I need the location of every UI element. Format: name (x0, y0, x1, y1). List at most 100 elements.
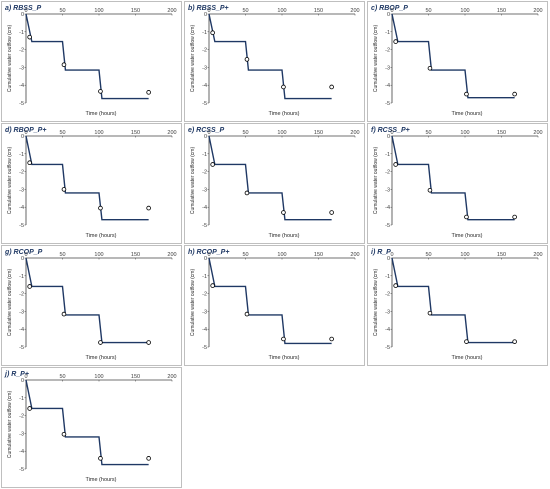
x-tick-label: 0 (24, 252, 27, 258)
observed-point (61, 311, 67, 317)
x-tick-label: 200 (167, 8, 176, 14)
chart-svg: d) RBOP_P+0 50 100 150 200 0 -1 -2 -3 -4 -5 Cumulat… (5, 127, 177, 239)
y-tick-label: -1 (385, 274, 390, 280)
chart-svg: b) RBSS_P+0 50 100 150 200 0 -1 -2 -3 -4 -5 Cumulat… (188, 5, 360, 117)
observed-point (27, 406, 32, 411)
observed-point (210, 283, 215, 288)
y-tick-label: 0 (21, 12, 24, 18)
y-tick-label: -4 (202, 327, 207, 333)
y-axis-label: Cumulative water outflow (cm) (7, 147, 13, 215)
y-tick-label: -5 (19, 467, 24, 473)
x-axis-label: Time (hours) (86, 233, 117, 239)
y-tick-label: -4 (385, 83, 390, 89)
y-tick-label: -2 (19, 170, 24, 176)
model-line (25, 135, 149, 221)
chart-title: a) RBSS_P (5, 5, 42, 12)
y-tick-label: -1 (385, 152, 390, 158)
y-axis-label: Cumulative water outflow (cm) (7, 269, 13, 337)
x-tick-label: 0 (390, 130, 393, 136)
y-axis-label: Cumulative water outflow (cm) (190, 269, 196, 337)
x-tick-label: 200 (533, 252, 542, 258)
x-tick-label: 200 (167, 130, 176, 136)
y-tick-label: -2 (19, 292, 24, 298)
y-tick-label: -3 (385, 187, 390, 193)
x-tick-label: 0 (24, 374, 27, 380)
x-tick-label: 200 (350, 8, 359, 14)
y-tick-label: -4 (385, 327, 390, 333)
x-tick-label: 100 (94, 252, 103, 258)
x-tick-label: 50 (425, 130, 431, 136)
x-tick-label: 100 (277, 252, 286, 258)
observed-point (244, 57, 250, 62)
x-tick-label: 50 (242, 130, 248, 136)
x-tick-label: 50 (425, 252, 431, 258)
x-axis-label: Time (hours) (452, 233, 483, 239)
observed-point (329, 336, 334, 342)
model-line (391, 13, 515, 99)
model-line (208, 257, 332, 345)
observed-point (146, 340, 151, 345)
model-line (25, 379, 149, 466)
y-tick-label: -5 (19, 345, 24, 351)
observed-point (98, 205, 103, 211)
y-tick-label: -5 (385, 223, 390, 229)
x-tick-label: 50 (242, 8, 248, 14)
observed-point (98, 456, 103, 461)
y-tick-label: -1 (19, 274, 24, 280)
y-tick-label: -4 (385, 205, 390, 211)
observed-point (393, 162, 398, 167)
x-tick-label: 100 (277, 130, 286, 136)
observed-point (512, 214, 517, 220)
chart-panel-e: e) RCSS_P 0 50 100 150 200 0 -1 -2 -3 -4 -5 Cumulati… (184, 123, 365, 244)
x-tick-label: 100 (94, 130, 103, 136)
y-tick-label: 0 (21, 378, 24, 384)
chart-svg: e) RCSS_P0 50 100 150 200 0 -1 -2 -3 -4 -5 Cumulati… (188, 127, 360, 239)
x-tick-label: 150 (131, 8, 140, 14)
observed-point (210, 162, 215, 167)
y-tick-label: -1 (19, 152, 24, 158)
y-tick-label: -2 (385, 170, 390, 176)
chart-svg: g) RCOP_P0 50 100 150 200 0 -1 -2 -3 -4 -5 Cumulati… (4, 249, 177, 361)
chart-title: f) RCSS_P+ (371, 127, 410, 134)
x-axis-label: Time (hours) (269, 111, 300, 117)
x-tick-label: 200 (350, 252, 359, 258)
x-tick-label: 100 (460, 252, 469, 258)
y-axis-label: Cumulative water outflow (cm) (373, 147, 379, 215)
x-tick-label: 150 (131, 130, 140, 136)
observed-point (464, 339, 469, 344)
x-axis-label: Time (hours) (452, 355, 483, 361)
x-tick-label: 0 (390, 8, 393, 14)
chart-title: b) RBSS_P+ (188, 5, 229, 12)
x-tick-label: 50 (59, 130, 65, 136)
observed-point (427, 65, 433, 71)
observed-point (210, 30, 215, 35)
observed-point (281, 84, 286, 90)
chart-title: g) RCOP_P (4, 249, 43, 256)
observed-point (464, 91, 469, 97)
x-tick-label: 150 (314, 130, 323, 136)
x-tick-label: 150 (497, 252, 506, 258)
y-tick-label: -3 (19, 65, 24, 71)
y-axis-label: Cumulative water outflow (cm) (7, 391, 13, 459)
y-tick-label: -5 (19, 101, 24, 107)
x-tick-label: 50 (59, 374, 65, 380)
y-tick-label: -1 (202, 152, 207, 158)
y-tick-label: -2 (19, 48, 24, 54)
observed-point (464, 214, 469, 220)
y-tick-label: -4 (202, 83, 207, 89)
y-tick-label: -2 (385, 48, 390, 54)
x-tick-label: 0 (24, 8, 27, 14)
y-tick-label: -1 (385, 30, 390, 36)
chart-panel-j: j) R_P+ 0 50 100 150 200 0 -1 -2 -3 -4 -5 Cumulative… (1, 367, 182, 488)
chart-panel-a: a) RBSS_P 0 50 100 150 200 0 -1 -2 -3 -4 -5 Cumulati… (1, 1, 182, 122)
observed-point (61, 431, 67, 437)
y-axis-label: Cumulative water outflow (cm) (190, 25, 196, 93)
y-tick-label: 0 (21, 256, 24, 262)
x-tick-label: 0 (207, 252, 210, 258)
x-tick-label: 0 (207, 8, 210, 14)
x-tick-label: 200 (167, 374, 176, 380)
y-tick-label: -5 (202, 345, 207, 351)
y-tick-label: -2 (385, 292, 390, 298)
chart-title: h) RCOP_P+ (188, 249, 229, 256)
observed-point (427, 310, 433, 316)
